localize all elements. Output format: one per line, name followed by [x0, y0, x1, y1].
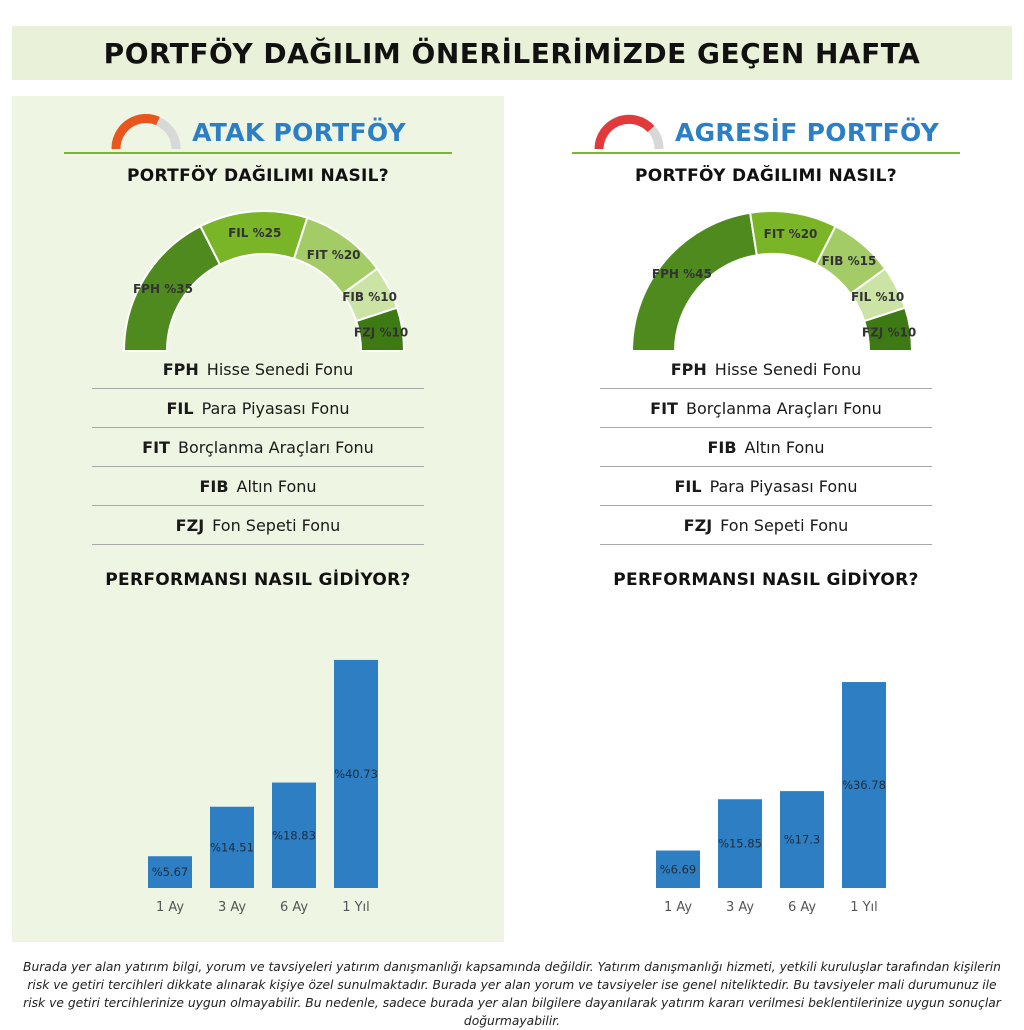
fund-code: FPH — [670, 360, 707, 379]
bar — [656, 850, 700, 888]
bar — [718, 799, 762, 888]
allocation-heading: PORTFÖY DAĞILIMI NASIL? — [127, 166, 389, 186]
x-tick-label: 1 Ay — [664, 900, 692, 915]
x-tick-label: 6 Ay — [788, 900, 816, 915]
bar-value-label: %36.78 — [842, 778, 886, 792]
slice-label: FIL %10 — [851, 290, 904, 304]
performance-bar-chart: %6.69 1 Ay %15.85 3 Ay %17.3 6 Ay %36.78 1 Yıl — [656, 682, 886, 915]
fund-name: Para Piyasası Fonu — [709, 477, 858, 496]
fund-code: FIL — [166, 399, 194, 418]
fund-code: FIB — [707, 438, 737, 457]
slice-label: FIL %25 — [228, 226, 281, 240]
legend-item: FZJ Fon Sepeti Fonu — [92, 507, 424, 545]
fund-code: FIL — [674, 477, 702, 496]
x-tick-label: 1 Yıl — [850, 900, 878, 915]
legend-item: FPH Hisse Senedi Fonu — [600, 351, 932, 389]
legend-item: FIL Para Piyasası Fonu — [600, 468, 932, 506]
fund-code: FPH — [162, 360, 199, 379]
fund-name: Hisse Senedi Fonu — [206, 360, 354, 379]
slice-label: FPH %35 — [133, 282, 193, 296]
legend-item: FIB Altın Fonu — [92, 468, 424, 506]
legend-item: FIT Borçlanma Araçları Fonu — [600, 390, 932, 428]
legend-item: FIL Para Piyasası Fonu — [92, 390, 424, 428]
gauge-icon — [111, 114, 181, 150]
divider — [64, 152, 452, 154]
gauge-icon — [594, 114, 664, 150]
x-tick-label: 1 Ay — [156, 900, 184, 915]
x-tick-label: 3 Ay — [218, 900, 246, 915]
bar — [334, 659, 378, 888]
fund-name: Fon Sepeti Fonu — [212, 516, 341, 535]
panel-title: ATAK PORTFÖY — [192, 117, 406, 147]
bar-value-label: %15.85 — [718, 837, 762, 851]
fund-code: FIT — [142, 438, 170, 457]
slice-label: FIB %10 — [342, 290, 397, 304]
fund-legend: FPH Hisse Senedi Fonu FIT Borçlanma Araçlar… — [600, 350, 932, 545]
fund-name: Para Piyasası Fonu — [201, 399, 350, 418]
bar-value-label: %18.83 — [272, 828, 316, 842]
fund-legend: FPH Hisse Senedi Fonu FIL Para Piyasası Fon… — [92, 350, 424, 545]
slice-label: FZJ %10 — [862, 325, 916, 339]
bar-value-label: %14.51 — [210, 840, 254, 854]
bar — [210, 806, 254, 888]
allocation-donut-chart: FPH %45 FIT %20 FIB %15 FIL %10 FZJ %10 — [630, 210, 916, 352]
bar-value-label: %6.69 — [660, 862, 697, 876]
panel-header: ATAK PORTFÖY — [12, 112, 504, 152]
fund-code: FZJ — [175, 516, 205, 535]
slice-label: FPH %45 — [652, 267, 712, 281]
fund-code: FIT — [650, 399, 678, 418]
panel-agresif: AGRESİF PORTFÖY PORTFÖY DAĞILIMI NASIL? … — [520, 96, 1012, 942]
page-title: PORTFÖY DAĞILIM ÖNERİLERİMİZDE GEÇEN HAF… — [103, 36, 921, 70]
fund-name: Borçlanma Araçları Fonu — [177, 438, 374, 457]
fund-name: Altın Fonu — [744, 438, 825, 457]
allocation-heading: PORTFÖY DAĞILIMI NASIL? — [635, 166, 897, 186]
x-tick-label: 1 Yıl — [342, 900, 370, 915]
allocation-donut-chart: FPH %35 FIL %25 FIT %20 FIB %10 FZJ %10 — [122, 210, 408, 352]
legend-item: FPH Hisse Senedi Fonu — [92, 351, 424, 389]
fund-name: Altın Fonu — [236, 477, 317, 496]
x-tick-label: 6 Ay — [280, 900, 308, 915]
performance-heading: PERFORMANSI NASIL GİDİYOR? — [613, 570, 919, 590]
performance-bar-chart: %5.67 1 Ay %14.51 3 Ay %18.83 6 Ay %40.73 1 Yıl — [148, 659, 378, 915]
fund-name: Borçlanma Araçları Fonu — [685, 399, 882, 418]
legend-item: FZJ Fon Sepeti Fonu — [600, 507, 932, 545]
donut-slice — [630, 211, 758, 352]
panel-header: AGRESİF PORTFÖY — [520, 112, 1012, 152]
donut-slice — [354, 306, 406, 352]
fund-name: Fon Sepeti Fonu — [720, 516, 849, 535]
performance-heading: PERFORMANSI NASIL GİDİYOR? — [105, 570, 411, 590]
fund-code: FZJ — [683, 516, 713, 535]
fund-name: Hisse Senedi Fonu — [714, 360, 862, 379]
bar — [842, 682, 886, 888]
disclaimer-text: Burada yer alan yatırım bilgi, yorum ve … — [23, 960, 1001, 1028]
bar-value-label: %17.3 — [784, 833, 821, 847]
divider — [572, 152, 960, 154]
bar-value-label: %40.73 — [334, 767, 378, 781]
slice-label: FIT %20 — [307, 248, 361, 262]
fund-code: FIB — [199, 477, 229, 496]
bar — [780, 791, 824, 888]
slice-label: FIB %15 — [822, 254, 877, 268]
x-tick-label: 3 Ay — [726, 900, 754, 915]
panel-atak: ATAK PORTFÖY PORTFÖY DAĞILIMI NASIL? FPH… — [12, 96, 504, 942]
panel-title: AGRESİF PORTFÖY — [674, 117, 940, 147]
bar — [272, 782, 316, 888]
donut-slice — [862, 306, 914, 352]
bar-value-label: %5.67 — [152, 865, 189, 879]
legend-item: FIT Borçlanma Araçları Fonu — [92, 429, 424, 467]
header-banner: PORTFÖY DAĞILIM ÖNERİLERİMİZDE GEÇEN HAF… — [12, 26, 1012, 80]
legend-item: FIB Altın Fonu — [600, 429, 932, 467]
slice-label: FIT %20 — [764, 227, 818, 241]
bar — [148, 856, 192, 888]
slice-label: FZJ %10 — [354, 325, 408, 339]
